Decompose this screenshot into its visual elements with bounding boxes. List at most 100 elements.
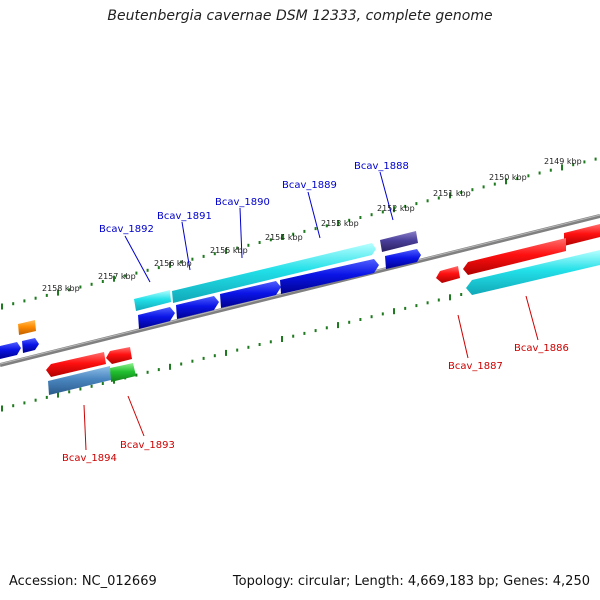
gene-label-1892[interactable]: Bcav_1892 (99, 224, 154, 235)
gene-red-1887[interactable] (436, 266, 460, 283)
gene-red-1893[interactable] (106, 347, 132, 364)
gene-blue-left-a[interactable] (0, 342, 21, 359)
gene-label-1893[interactable]: Bcav_1893 (120, 440, 175, 451)
gene-label-1887[interactable]: Bcav_1887 (448, 361, 503, 372)
scale-label-2151: 2151 kbp (433, 189, 471, 198)
upper-tick (34, 296, 37, 300)
label-leaders (83, 171, 539, 451)
gene-steel-1894[interactable] (48, 366, 111, 395)
upper-tick (225, 247, 227, 254)
gene-cyan-1892-head[interactable] (134, 290, 171, 311)
upper-tick (325, 224, 328, 228)
lower-tick (157, 368, 160, 372)
gene-green-1893[interactable] (110, 363, 136, 382)
upper-tick (538, 171, 541, 175)
scale-label-2158: 2158 kbp (42, 284, 80, 293)
lower-tick (381, 312, 384, 316)
lower-tick (90, 384, 93, 388)
lower-tick (225, 349, 227, 356)
upper-tick (124, 274, 127, 278)
lower-tick (101, 382, 104, 385)
scale-label-2157: 2157 kbp (98, 272, 136, 281)
leader-1891 (181, 221, 191, 271)
lower-tick (57, 391, 59, 398)
lower-tick (1, 405, 3, 412)
gene-label-1890[interactable]: Bcav_1890 (215, 197, 270, 208)
gene-label-1886[interactable]: Bcav_1886 (514, 343, 569, 354)
gene-blue-1892[interactable] (138, 307, 175, 329)
upper-tick (471, 188, 474, 192)
gene-red-1894[interactable] (46, 352, 106, 377)
upper-tick (594, 157, 597, 161)
gene-label-1888[interactable]: Bcav_1888 (354, 161, 409, 172)
gene-blue-1891[interactable] (176, 296, 219, 319)
upper-tick-row (1, 157, 597, 310)
gene-red-1886[interactable] (463, 238, 566, 275)
upper-tick (359, 216, 362, 219)
gene-red-far-right-top[interactable] (564, 224, 600, 246)
upper-tick (516, 177, 519, 181)
leader-1889 (307, 191, 321, 239)
upper-tick (292, 232, 295, 236)
upper-tick (460, 191, 463, 194)
lower-tick (370, 315, 373, 319)
lower-tick (236, 348, 239, 352)
leader-1893 (127, 395, 145, 437)
upper-tick (258, 241, 261, 244)
upper-tick (157, 266, 160, 270)
gene-blue-1889[interactable] (280, 259, 379, 294)
lower-tick (68, 390, 71, 394)
lower-tick (258, 343, 261, 346)
lower-tick (34, 398, 37, 402)
accession-text: Accession: NC_012669 (9, 574, 157, 589)
gene-blue-left-b[interactable] (22, 338, 39, 353)
lower-tick (269, 340, 272, 344)
leader-1888 (379, 171, 394, 221)
leader-1886 (525, 295, 539, 341)
gene-cyan-1886[interactable] (466, 250, 600, 295)
scale-label-2155: 2155 kbp (210, 246, 248, 255)
upper-tick (281, 234, 283, 240)
upper-tick (12, 302, 15, 306)
upper-tick (583, 160, 586, 164)
gene-navy-1888[interactable] (380, 231, 418, 252)
lower-tick (303, 331, 306, 335)
gene-cyan-1889-1892[interactable] (172, 243, 376, 303)
lower-tick (460, 293, 463, 296)
upper-tick (449, 192, 451, 199)
gene-label-1889[interactable]: Bcav_1889 (282, 180, 337, 191)
scale-label-2156: 2156 kbp (154, 259, 192, 268)
lower-tick (146, 370, 149, 374)
gene-blue-1888[interactable] (385, 249, 421, 269)
upper-tick (180, 260, 183, 264)
upper-tick (146, 268, 149, 272)
upper-tick (90, 282, 93, 286)
lower-tick (393, 308, 395, 315)
reverse-strand-genes (46, 238, 600, 395)
upper-tick (381, 210, 384, 214)
lower-tick (437, 298, 440, 302)
scale-label-2150: 2150 kbp (489, 173, 527, 182)
upper-tick (549, 168, 552, 172)
genome-summary-text: Topology: circular; Length: 4,669,183 bp… (232, 574, 590, 589)
gene-orange-left[interactable] (18, 320, 36, 335)
lower-tick (404, 306, 407, 310)
scale-label-2153: 2153 kbp (321, 219, 359, 228)
lower-tick (23, 401, 26, 405)
upper-tick (169, 261, 171, 268)
gene-label-1894[interactable]: Bcav_1894 (62, 453, 117, 464)
lower-tick (449, 294, 451, 301)
gene-labels-top: Bcav_1888 Bcav_1889 Bcav_1890 Bcav_1891 … (99, 161, 409, 235)
upper-tick (23, 299, 26, 303)
lower-tick (79, 387, 82, 391)
upper-tick (337, 220, 339, 227)
upper-tick (572, 163, 575, 167)
gene-label-1891[interactable]: Bcav_1891 (157, 211, 212, 222)
scale-label-2154: 2154 kbp (265, 233, 303, 242)
genome-backbone (0, 214, 600, 367)
forward-strand-genes (0, 224, 600, 359)
upper-tick (370, 213, 373, 217)
lower-tick (191, 359, 194, 363)
gene-blue-1890[interactable] (220, 281, 281, 308)
